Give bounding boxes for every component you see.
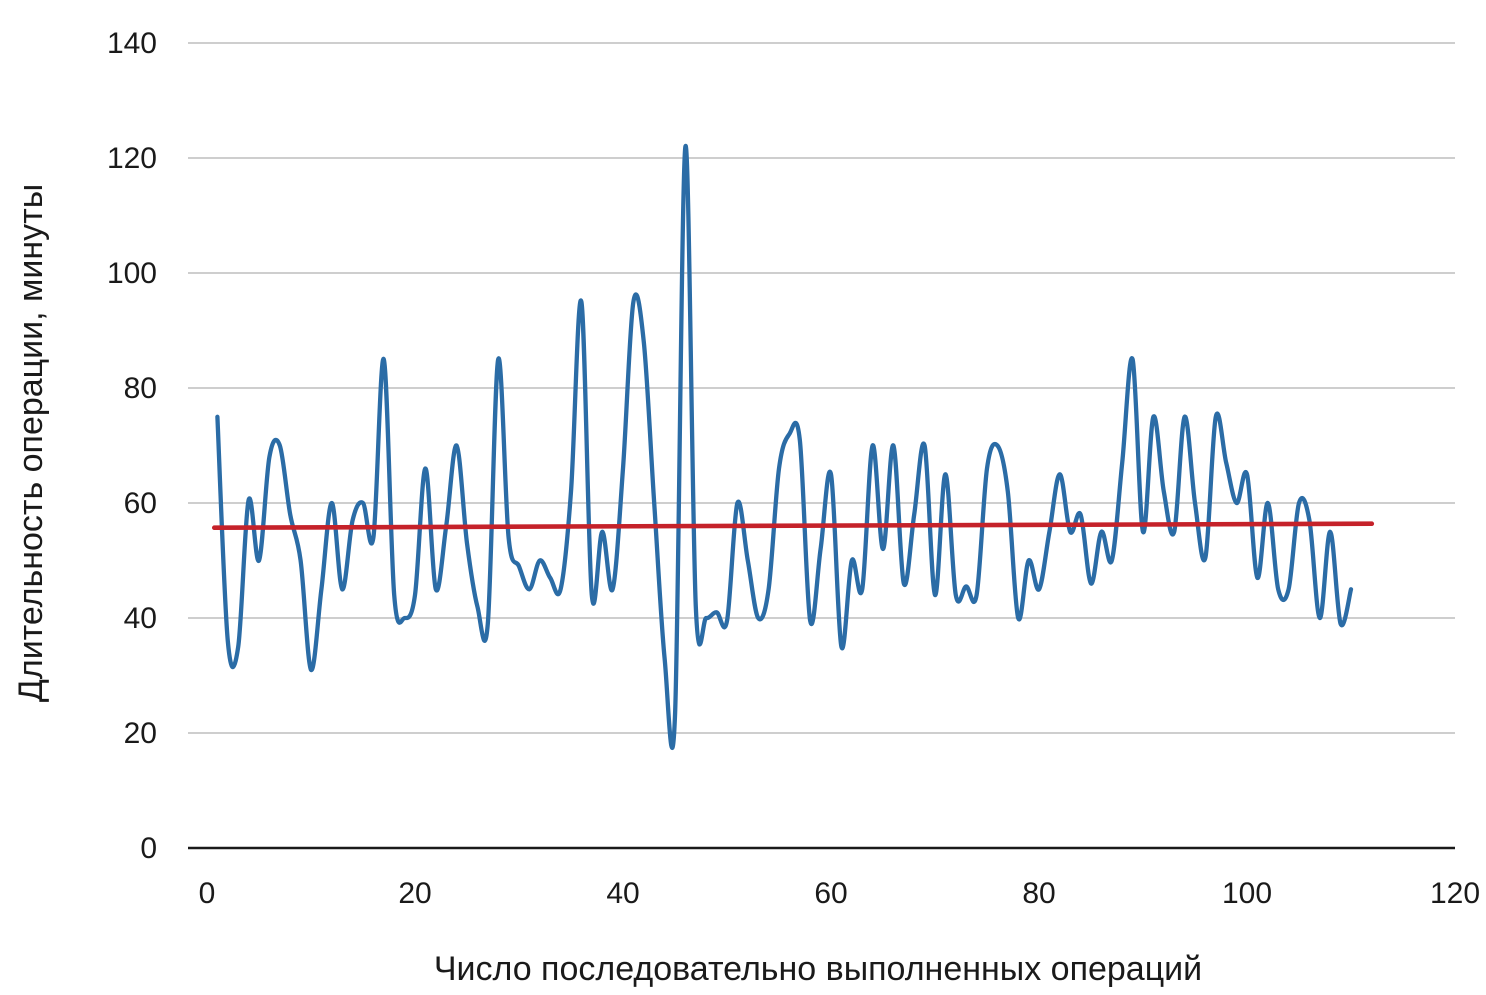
svg-text:80: 80 <box>124 372 157 405</box>
svg-text:40: 40 <box>124 602 157 635</box>
svg-text:120: 120 <box>107 142 157 175</box>
svg-text:20: 20 <box>398 877 431 910</box>
svg-text:0: 0 <box>199 877 216 910</box>
y-axis-title: Длительность операции, минуты <box>12 184 50 702</box>
svg-text:100: 100 <box>1222 877 1272 910</box>
svg-text:140: 140 <box>107 27 157 60</box>
svg-text:100: 100 <box>107 257 157 290</box>
x-axis-tick-labels: 0 20 40 60 80 100 120 <box>199 877 1480 910</box>
svg-text:60: 60 <box>124 487 157 520</box>
svg-text:80: 80 <box>1022 877 1055 910</box>
y-axis-tick-labels: 0 20 40 60 80 100 120 140 <box>107 27 157 865</box>
svg-text:40: 40 <box>606 877 639 910</box>
gridlines <box>188 42 1455 734</box>
svg-text:60: 60 <box>814 877 847 910</box>
svg-text:20: 20 <box>124 717 157 750</box>
svg-text:120: 120 <box>1430 877 1480 910</box>
series-operation-duration <box>215 144 1354 750</box>
svg-text:0: 0 <box>140 832 157 865</box>
x-axis-title: Число последовательно выполненных операц… <box>434 950 1202 988</box>
series-trend-line <box>211 521 1375 531</box>
